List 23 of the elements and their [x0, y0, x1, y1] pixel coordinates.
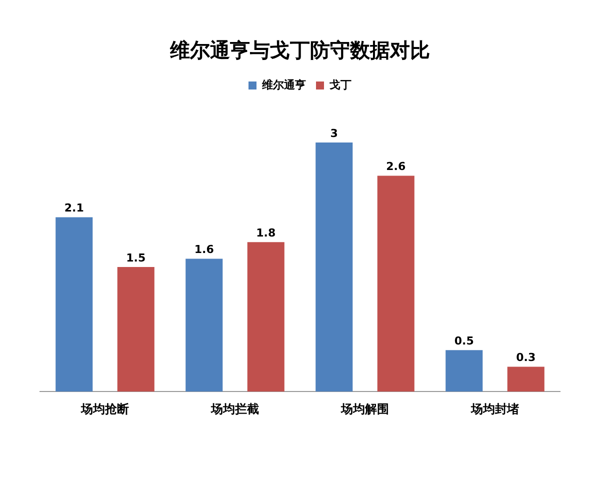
- x-tick-label: 场均封堵: [470, 402, 519, 416]
- x-tick-label: 场均拦截: [210, 402, 259, 416]
- bar: [247, 242, 284, 392]
- bar: [186, 258, 223, 392]
- bar: [117, 267, 154, 392]
- bar: [507, 366, 544, 392]
- data-label: 0.5: [454, 334, 474, 348]
- bar: [446, 350, 483, 392]
- legend-label: 维尔通亨: [261, 78, 306, 92]
- data-label: 3: [330, 126, 338, 140]
- bar: [316, 142, 353, 392]
- x-tick-label: 场均解围: [340, 402, 389, 416]
- x-tick-label: 场均抢断: [80, 402, 129, 416]
- chart-title: 维尔通亨与戈丁防守数据对比: [169, 38, 430, 62]
- bar: [377, 176, 414, 392]
- data-label: 1.6: [194, 243, 214, 256]
- data-label: 1.5: [126, 251, 146, 264]
- data-label: 2.6: [386, 160, 406, 174]
- data-label: 2.1: [64, 202, 84, 215]
- data-label: 0.3: [516, 351, 536, 364]
- bar: [56, 217, 93, 392]
- data-label: 1.8: [256, 226, 276, 240]
- legend-label: 戈丁: [330, 78, 352, 92]
